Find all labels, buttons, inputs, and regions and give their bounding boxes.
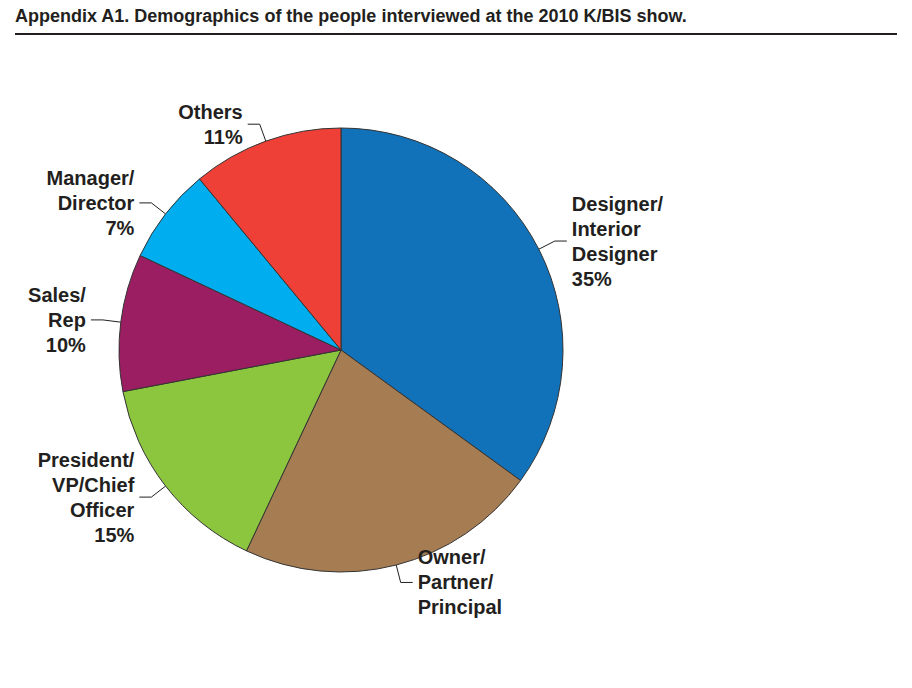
- svg-text:Designer: Designer: [572, 243, 658, 265]
- svg-text:Partner/: Partner/: [418, 571, 494, 593]
- svg-text:Rep: Rep: [48, 309, 86, 331]
- html-text:Appendix A1. Demographics of t: Appendix A1. Demographics of the people …: [15, 6, 687, 26]
- svg-text:Designer/: Designer/: [572, 193, 664, 215]
- svg-text:Sales/: Sales/: [28, 284, 86, 306]
- svg-text:Principal: Principal: [418, 596, 502, 618]
- svg-text:Owner/: Owner/: [418, 546, 486, 568]
- svg-text:Manager/: Manager/: [47, 167, 135, 189]
- svg-text:Interior: Interior: [572, 218, 641, 240]
- svg-text:11%: 11%: [204, 126, 243, 148]
- svg-text:VP/Chief: VP/Chief: [52, 474, 135, 496]
- svg-text:35%: 35%: [572, 268, 612, 290]
- svg-text:15%: 15%: [94, 524, 134, 546]
- svg-text:Director: Director: [58, 192, 135, 214]
- svg-text:President/: President/: [38, 449, 135, 471]
- svg-text:10%: 10%: [46, 334, 86, 356]
- svg-text:Officer: Officer: [70, 499, 135, 521]
- svg-text:7%: 7%: [105, 217, 134, 239]
- svg-text:Others: Others: [178, 101, 242, 123]
